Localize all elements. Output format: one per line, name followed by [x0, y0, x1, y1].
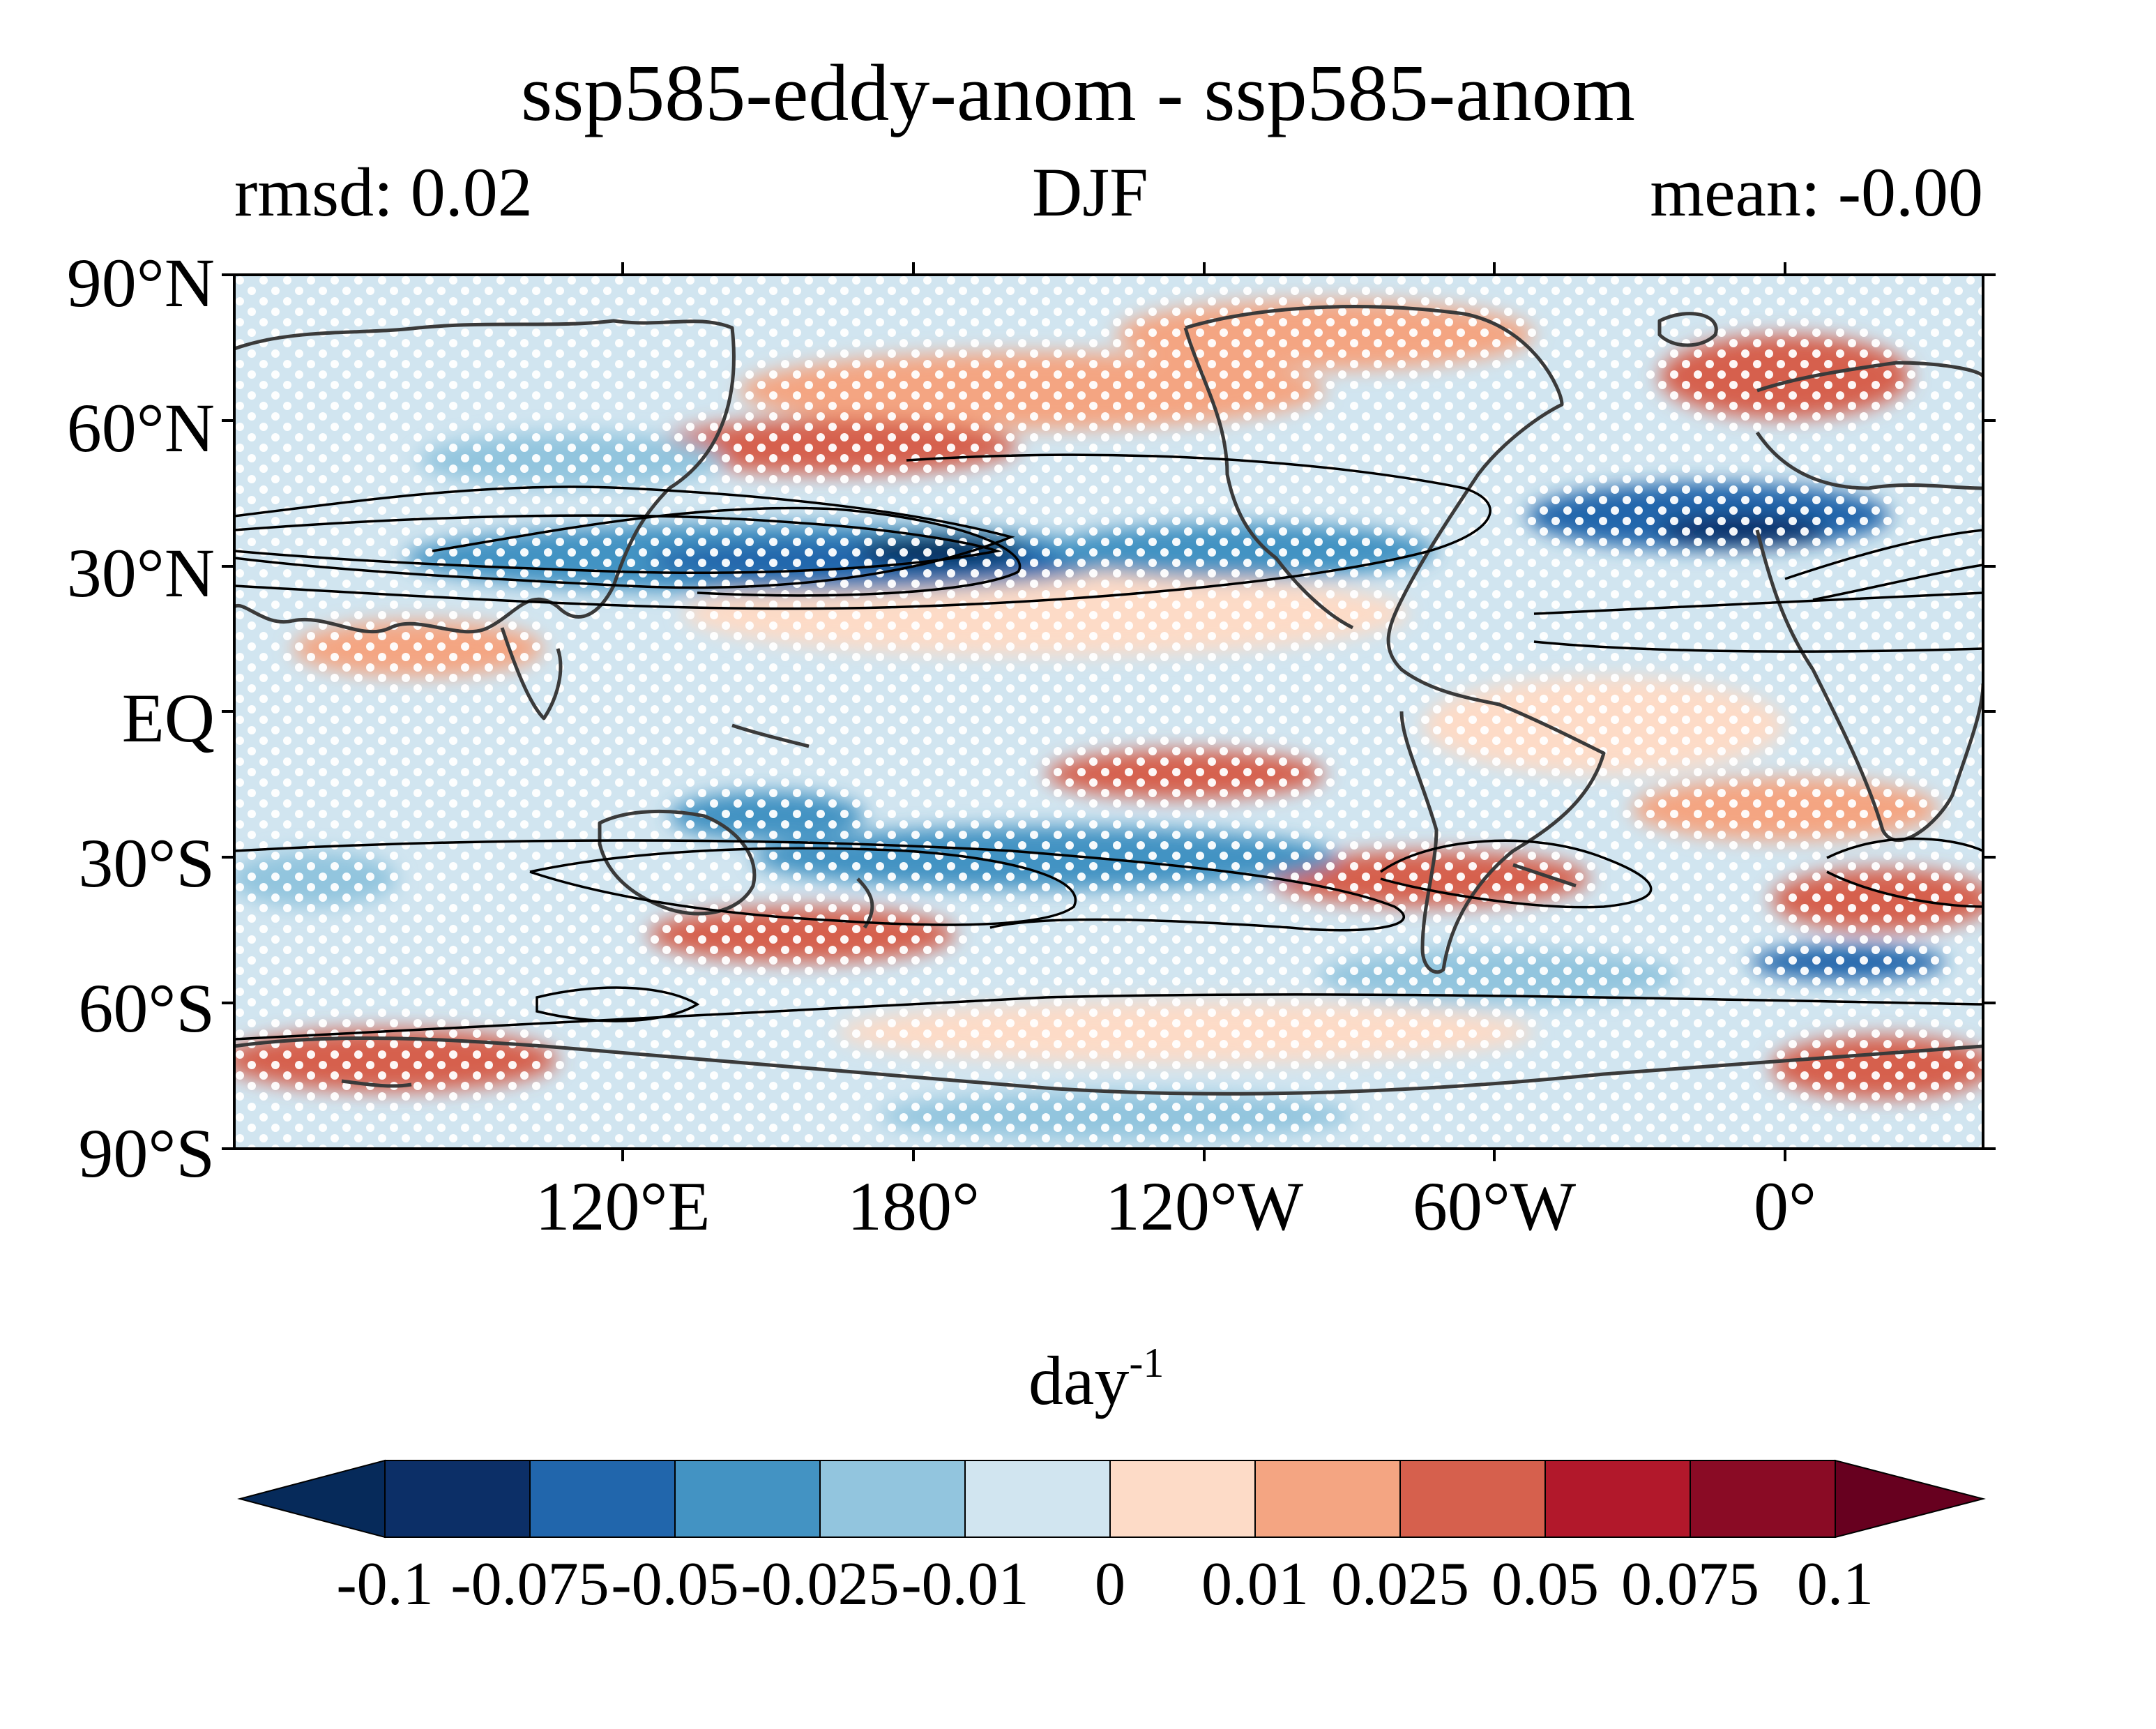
x-tick-label-0: 0° [1754, 1168, 1816, 1245]
colorbar-tick-label: 0.025 [1331, 1550, 1469, 1618]
colorbar-segment [384, 1460, 531, 1538]
y-tick-label-90s: 90°S [78, 1115, 215, 1192]
significance-stippling [234, 275, 1983, 1149]
colorbar-tick-label: -0.1 [336, 1550, 434, 1618]
rmsd-label: rmsd: 0.02 [234, 153, 533, 231]
mean-label: mean: -0.00 [1650, 153, 1983, 231]
colorbar-extend-high [1835, 1459, 1986, 1539]
colorbar [237, 1459, 1986, 1539]
colorbar-segment [529, 1460, 676, 1538]
colorbar-segment [1399, 1460, 1546, 1538]
map-panel [234, 275, 1983, 1149]
colorbar-units: day-1 [1028, 1342, 1164, 1416]
colorbar-tick-label: 0 [1095, 1550, 1125, 1618]
colorbar-tick-label: 0.075 [1621, 1550, 1759, 1618]
x-tick-label-180: 180° [847, 1168, 980, 1245]
y-tick-label-90n: 90°N [66, 244, 215, 322]
plot-title: ssp585-eddy-anom - ssp585-anom [520, 49, 1635, 138]
colorbar-segment [1109, 1460, 1256, 1538]
colorbar-segment [1544, 1460, 1691, 1538]
map-ticks [222, 262, 1996, 1161]
colorbar-segment [964, 1460, 1111, 1538]
colorbar-tick-label: -0.025 [741, 1550, 899, 1618]
colorbar-tick-label: -0.01 [901, 1550, 1029, 1618]
climatology-contours [234, 453, 1983, 1041]
colorbar-tick-label: -0.075 [450, 1550, 609, 1618]
colorbar-tick-label: 0.01 [1201, 1550, 1309, 1618]
colorbar-segment [1254, 1460, 1401, 1538]
coastlines [234, 305, 1983, 1096]
x-tick-label-60w: 60°W [1412, 1168, 1577, 1245]
y-tick-label-30s: 30°S [78, 824, 215, 902]
colorbar-units-base: day [1028, 1342, 1130, 1419]
colorbar-units-exponent: -1 [1129, 1340, 1164, 1386]
y-tick-label-30n: 30°N [66, 534, 215, 612]
colorbar-tick-label: 0.1 [1797, 1550, 1874, 1618]
colorbar-segment [819, 1460, 966, 1538]
season-label: DJF [1032, 153, 1148, 231]
y-tick-label-eq: EQ [121, 679, 215, 757]
colorbar-tick-label: 0.05 [1491, 1550, 1599, 1618]
colorbar-segment [674, 1460, 821, 1538]
y-tick-label-60s: 60°S [78, 969, 215, 1047]
colorbar-tick-label: -0.05 [611, 1550, 739, 1618]
x-tick-label-120w: 120°W [1104, 1168, 1304, 1245]
x-tick-label-120e: 120°E [535, 1168, 711, 1245]
colorbar-extend-low [237, 1459, 386, 1539]
colorbar-segment [1690, 1460, 1836, 1538]
y-tick-label-60n: 60°N [66, 389, 215, 467]
